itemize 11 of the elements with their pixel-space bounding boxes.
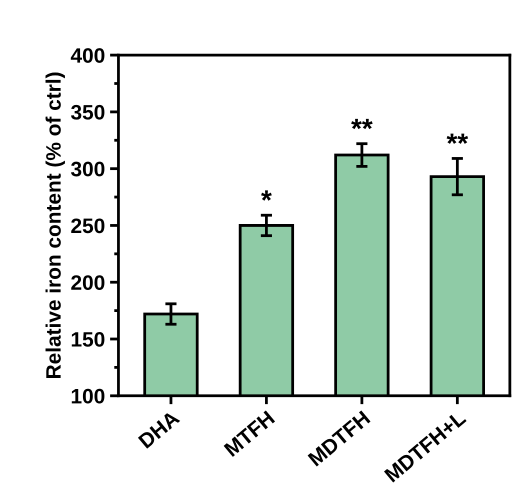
y-axis-title: Relative iron content (% of ctrl): [46, 72, 65, 378]
y-tick-label: 150: [72, 332, 104, 347]
y-tick-label: 400: [70, 48, 104, 63]
annotation: **: [446, 134, 468, 144]
annotation: *: [261, 190, 272, 201]
y-tick-label: 300: [70, 162, 104, 176]
annotation: **: [351, 118, 373, 130]
y-tick-label: 250: [71, 218, 104, 234]
y-tick-label: 350: [70, 104, 104, 120]
y-tick-label: 100: [72, 388, 104, 404]
y-tick-label: 200: [71, 275, 104, 290]
